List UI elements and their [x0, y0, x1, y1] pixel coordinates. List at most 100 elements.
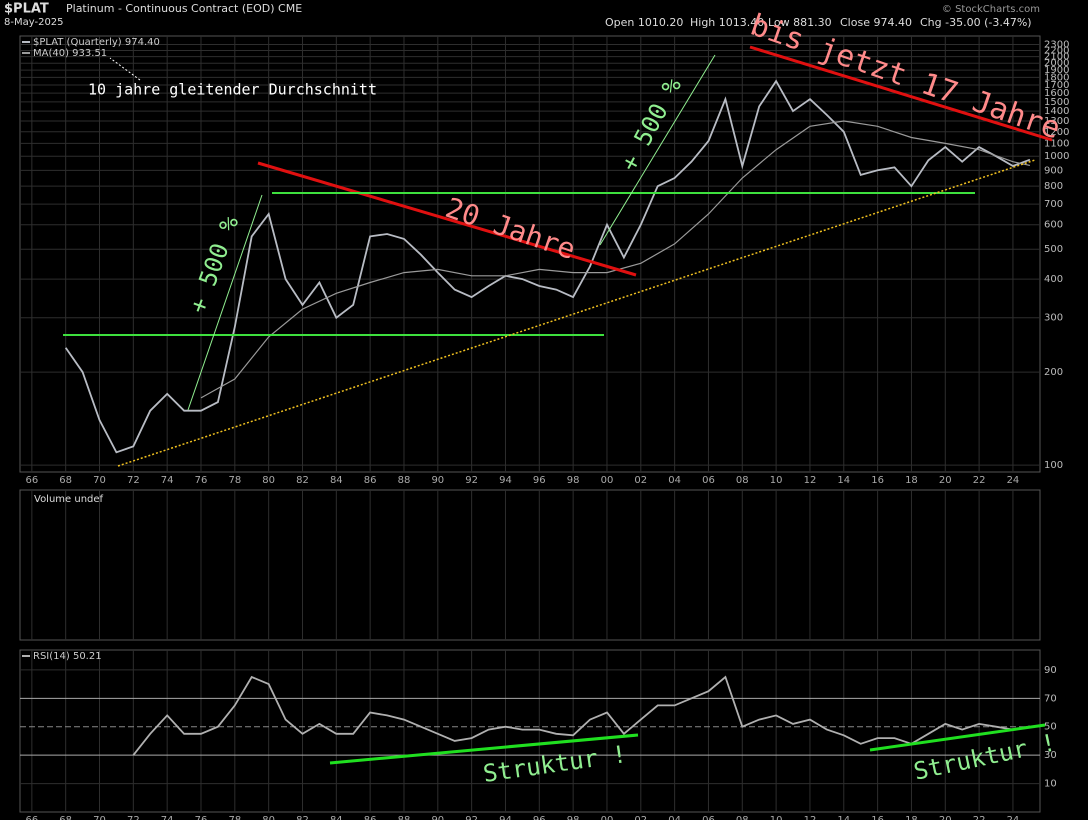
x-tick-label: 10	[770, 815, 783, 820]
structure-line	[869, 723, 1046, 752]
x-tick-label: 18	[905, 815, 918, 820]
x-tick-label: 96	[533, 475, 546, 486]
x-tick-label: 00	[601, 815, 614, 820]
x-tick-label: 22	[973, 475, 986, 486]
x-tick-label: 66	[25, 475, 38, 486]
x-tick-label: 76	[195, 815, 208, 820]
y-tick-label: 300	[1044, 313, 1063, 324]
y-tick-label: 2100	[1044, 52, 1069, 63]
x-tick-label: 10	[770, 475, 783, 486]
arrow	[599, 54, 716, 246]
x-tick-label: 70	[93, 815, 106, 820]
y-tick-label: 2200	[1044, 45, 1069, 56]
x-tick-label: 02	[634, 475, 647, 486]
legend-label: MA(40) 933.51	[33, 48, 107, 59]
x-tick-label: 82	[296, 475, 309, 486]
x-tick-label: 04	[668, 815, 681, 820]
y-tick-label: 700	[1044, 199, 1063, 210]
x-tick-label: 94	[499, 815, 512, 820]
y-tick-label: 400	[1044, 274, 1063, 285]
x-tick-label: 98	[567, 815, 580, 820]
series-line	[64, 79, 1031, 454]
series-line	[132, 675, 1031, 756]
stat: Chg -35.00 (-3.47%)	[920, 16, 1032, 29]
x-tick-label: 68	[59, 815, 72, 820]
y-tick-label: 1200	[1044, 127, 1069, 138]
x-tick-label: 06	[702, 815, 715, 820]
x-tick-label: 08	[736, 815, 749, 820]
x-tick-label: 94	[499, 475, 512, 486]
legend-label: RSI(14) 50.21	[33, 651, 102, 662]
trend-line	[117, 159, 1036, 467]
y-tick-label: 800	[1044, 181, 1063, 192]
y-tick-label: 70	[1044, 693, 1057, 704]
y-tick-label: 500	[1044, 244, 1063, 255]
x-tick-label: 96	[533, 815, 546, 820]
x-tick-label: 04	[668, 475, 681, 486]
x-tick-label: 88	[398, 815, 411, 820]
y-tick-label: 200	[1044, 367, 1063, 378]
y-tick-label: 100	[1044, 460, 1063, 471]
panel-title: Volume undef	[34, 494, 104, 505]
y-tick-label: 1300	[1044, 116, 1069, 127]
subtitle: Platinum - Continuous Contract (EOD) CME	[66, 2, 302, 15]
y-tick-label: 50	[1044, 722, 1057, 733]
x-tick-label: 72	[127, 475, 140, 486]
x-tick-label: 12	[804, 815, 817, 820]
stat: Low 881.30	[768, 16, 832, 29]
plot-area: 66 68 70 72 74 76 78 80 82 84 86 88 90 92 94 96 98 00 02 04…	[19, 35, 1069, 820]
structure-line	[329, 733, 639, 765]
x-tick-label: 08	[736, 475, 749, 486]
x-tick-label: 84	[330, 475, 343, 486]
y-tick-label: 1100	[1044, 138, 1069, 149]
trend-line	[749, 45, 1053, 142]
y-tick-label: 1600	[1044, 88, 1069, 99]
x-tick-label: 78	[228, 475, 241, 486]
x-tick-label: 20	[939, 815, 952, 820]
x-tick-label: 88	[398, 475, 411, 486]
x-tick-label: 78	[228, 815, 241, 820]
x-tick-label: 84	[330, 815, 343, 820]
y-tick-label: 900	[1044, 165, 1063, 176]
y-tick-label: 2300	[1044, 39, 1069, 50]
x-tick-label: 66	[25, 815, 38, 820]
y-tick-label: 1900	[1044, 65, 1069, 76]
x-tick-label: 68	[59, 475, 72, 486]
x-tick-label: 24	[1007, 815, 1020, 820]
x-tick-label: 22	[973, 815, 986, 820]
x-tick-label: 06	[702, 475, 715, 486]
x-tick-label: 80	[262, 815, 275, 820]
x-tick-label: 74	[161, 815, 174, 820]
y-tick-label: 600	[1044, 220, 1063, 231]
stat: Open 1010.20	[605, 16, 683, 29]
x-tick-label: 02	[634, 815, 647, 820]
x-tick-label: 20	[939, 475, 952, 486]
x-tick-label: 24	[1007, 475, 1020, 486]
x-tick-label: 90	[431, 815, 444, 820]
y-tick-label: 1500	[1044, 97, 1069, 108]
x-tick-label: 76	[195, 475, 208, 486]
x-tick-label: 18	[905, 475, 918, 486]
x-tick-label: 14	[837, 815, 850, 820]
x-tick-label: 98	[567, 475, 580, 486]
x-tick-label: 16	[871, 815, 884, 820]
credit: © StockCharts.com	[942, 4, 1040, 15]
y-tick-label: 1800	[1044, 72, 1069, 83]
y-tick-label: 1000	[1044, 151, 1069, 162]
x-tick-label: 70	[93, 475, 106, 486]
panel-frame	[19, 489, 1041, 641]
x-tick-label: 72	[127, 815, 140, 820]
x-tick-label: 92	[465, 815, 478, 820]
y-tick-label: 30	[1044, 750, 1057, 761]
x-tick-label: 12	[804, 475, 817, 486]
x-tick-label: 82	[296, 815, 309, 820]
y-tick-label: 2000	[1044, 58, 1069, 69]
x-tick-label: 80	[262, 475, 275, 486]
panel-frame	[19, 35, 1041, 473]
annotation-lines	[63, 45, 1053, 765]
x-tick-label: 86	[364, 815, 377, 820]
x-tick-label: 92	[465, 475, 478, 486]
date: 8-May-2025	[4, 17, 64, 28]
